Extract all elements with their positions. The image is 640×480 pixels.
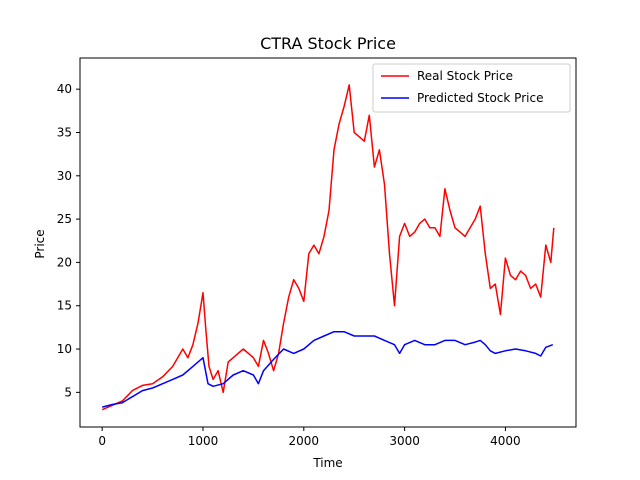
y-tick-label: 30 bbox=[57, 169, 72, 183]
x-tick-label: 0 bbox=[98, 434, 106, 448]
y-axis-label: Price bbox=[33, 229, 47, 258]
x-tick-label: 3000 bbox=[389, 434, 420, 448]
axes: 0 1000 2000 3000 4000 5 10 15 20 25 30 35 40 bbox=[57, 57, 577, 448]
y-tick-label: 20 bbox=[57, 255, 72, 269]
y-tick-label: 35 bbox=[57, 125, 72, 139]
series-line-real bbox=[101, 84, 555, 411]
legend-label: Predicted Stock Price bbox=[417, 91, 543, 105]
y-tick-label: 10 bbox=[57, 342, 72, 356]
legend-label: Real Stock Price bbox=[417, 69, 513, 83]
chart-title: CTRA Stock Price bbox=[260, 34, 396, 53]
y-tick-label: 25 bbox=[57, 212, 72, 226]
legend: Real Stock Price Predicted Stock Price bbox=[372, 63, 571, 113]
x-tick-label: 1000 bbox=[188, 434, 219, 448]
series-line-predicted bbox=[102, 330, 554, 408]
plot-frame bbox=[79, 57, 577, 428]
x-tick-label: 2000 bbox=[289, 434, 320, 448]
x-tick-label: 4000 bbox=[490, 434, 521, 448]
y-tick-label: 40 bbox=[57, 82, 72, 96]
legend-box bbox=[372, 63, 571, 113]
y-tick-label: 15 bbox=[57, 299, 72, 313]
x-axis-label: Time bbox=[312, 456, 342, 470]
y-tick-label: 5 bbox=[64, 385, 72, 399]
plot-area bbox=[101, 84, 555, 411]
